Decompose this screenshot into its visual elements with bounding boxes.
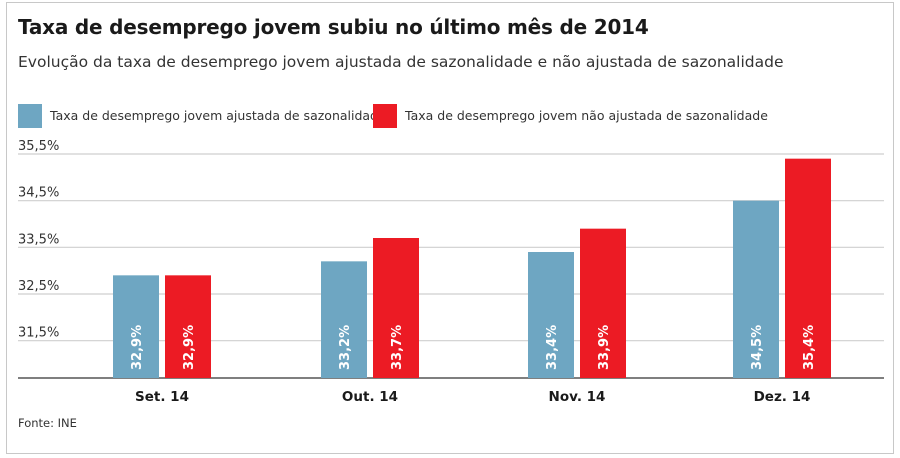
data-label: 33,2% bbox=[338, 325, 353, 370]
x-category-label: Out. 14 bbox=[342, 389, 398, 405]
bar-adjusted bbox=[113, 275, 159, 378]
bar-not-adjusted bbox=[373, 238, 419, 378]
legend-label-not-adjusted: Taxa de desemprego jovem não ajustada de… bbox=[405, 108, 768, 123]
bar-adjusted bbox=[733, 200, 779, 378]
x-category-label: Nov. 14 bbox=[549, 389, 606, 405]
bar-not-adjusted bbox=[165, 275, 211, 378]
chart-subtitle: Evolução da taxa de desemprego jovem aju… bbox=[18, 53, 784, 71]
data-label: 34,5% bbox=[750, 325, 765, 370]
data-label: 33,9% bbox=[597, 325, 612, 370]
y-tick-label: 34,5% bbox=[18, 186, 59, 201]
bar-not-adjusted bbox=[580, 228, 626, 378]
data-label: 32,9% bbox=[130, 325, 145, 370]
legend-label-adjusted: Taxa de desemprego jovem ajustada de saz… bbox=[50, 108, 386, 123]
data-label: 35,4% bbox=[802, 325, 817, 370]
data-label: 32,9% bbox=[182, 325, 197, 370]
data-label: 33,7% bbox=[390, 325, 405, 370]
chart-title: Taxa de desemprego jovem subiu no último… bbox=[18, 15, 649, 39]
bar-not-adjusted bbox=[785, 158, 831, 378]
bar-adjusted bbox=[321, 261, 367, 378]
y-tick-label: 33,5% bbox=[18, 232, 59, 247]
y-tick-label: 35,5% bbox=[18, 139, 59, 154]
legend-swatch-not-adjusted bbox=[373, 104, 397, 128]
source-note: Fonte: INE bbox=[18, 416, 77, 430]
legend-swatch-adjusted bbox=[18, 104, 42, 128]
y-tick-label: 32,5% bbox=[18, 279, 59, 294]
x-category-label: Set. 14 bbox=[135, 389, 189, 405]
y-tick-label: 31,5% bbox=[18, 326, 59, 341]
data-label: 33,4% bbox=[545, 325, 560, 370]
x-category-label: Dez. 14 bbox=[754, 389, 811, 405]
bar-adjusted bbox=[528, 252, 574, 378]
